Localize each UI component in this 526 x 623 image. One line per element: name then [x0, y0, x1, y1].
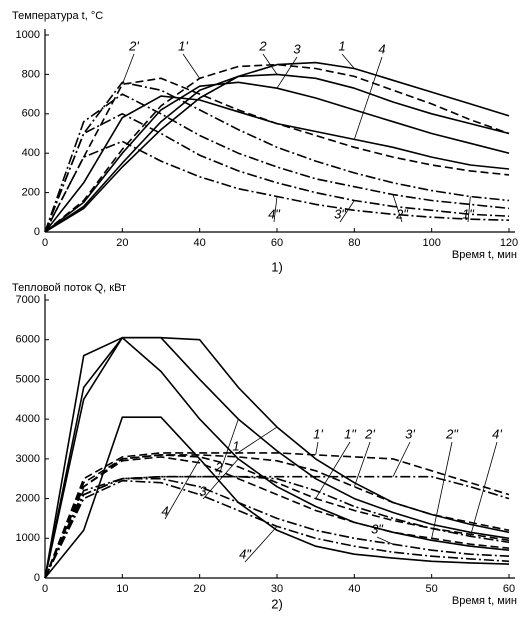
- leader-line: [392, 441, 411, 477]
- y-tick-label: 1000: [16, 532, 40, 544]
- leader-line: [182, 53, 200, 79]
- series-line: [44, 475, 510, 579]
- series-label: 2: [258, 38, 267, 53]
- series-line: [44, 452, 510, 579]
- leader-line: [218, 419, 239, 476]
- series-label: 2": [395, 206, 409, 221]
- leader-line: [467, 196, 471, 223]
- series-label: 3: [293, 41, 301, 56]
- y-tick-label: 5000: [16, 373, 40, 385]
- y-tick-label: 7000: [16, 294, 40, 306]
- series-line: [44, 140, 510, 233]
- chart-title: Тепловой поток Q, кВт: [12, 282, 126, 294]
- leader-line: [164, 458, 201, 520]
- series-label: 2': [364, 426, 375, 441]
- series-line: [44, 477, 510, 579]
- series-label: 4": [239, 546, 252, 561]
- x-tick-label: 50: [426, 583, 438, 595]
- series-label: 4': [492, 426, 502, 441]
- x-tick-label: 80: [348, 237, 360, 249]
- x-axis-label: Время t, мин: [452, 249, 517, 261]
- y-tick-label: 800: [22, 68, 40, 80]
- series-line: [44, 416, 510, 579]
- series-line: [44, 81, 510, 233]
- x-tick-label: 20: [194, 583, 206, 595]
- series-line: [44, 77, 510, 233]
- series-label: 4": [268, 206, 281, 221]
- series-label: 3": [371, 521, 384, 536]
- x-tick-label: 40: [194, 237, 206, 249]
- y-tick-label: 200: [22, 187, 40, 199]
- leader-line: [376, 536, 394, 545]
- series-label: 1": [344, 426, 357, 441]
- series-label: 3': [405, 426, 415, 441]
- series-line: [44, 336, 510, 579]
- y-tick-label: 6000: [16, 334, 40, 346]
- series-line: [44, 475, 510, 579]
- leader-line: [244, 526, 278, 563]
- y-tick-label: 2000: [16, 492, 40, 504]
- series-line: [44, 61, 510, 233]
- series-label: 4: [378, 41, 385, 56]
- series-line: [44, 456, 510, 579]
- y-tick-label: 0: [34, 572, 40, 584]
- leader-line: [431, 441, 453, 539]
- y-tick-label: 1000: [16, 29, 40, 41]
- x-tick-label: 60: [503, 583, 515, 595]
- series-line: [44, 81, 510, 233]
- leader-line: [121, 53, 135, 85]
- y-tick-label: 0: [34, 226, 40, 238]
- series-label: 4: [161, 503, 168, 518]
- y-tick-label: 400: [22, 147, 40, 159]
- leader-line: [341, 53, 355, 69]
- series-line: [44, 113, 510, 233]
- x-tick-label: 100: [422, 237, 440, 249]
- leader-line: [469, 441, 498, 537]
- x-tick-label: 20: [116, 237, 128, 249]
- x-tick-label: 40: [348, 583, 360, 595]
- leader-line: [392, 194, 403, 223]
- series-label: 1': [313, 426, 323, 441]
- leader-line: [353, 441, 371, 487]
- series-line: [44, 454, 510, 579]
- x-tick-label: 0: [42, 237, 48, 249]
- series-label: 2': [128, 38, 139, 53]
- series-line: [44, 63, 510, 233]
- leader-line: [235, 426, 278, 455]
- x-tick-label: 0: [42, 583, 48, 595]
- leader-line: [315, 441, 351, 499]
- caption: 2): [271, 596, 283, 611]
- x-tick-label: 120: [500, 237, 518, 249]
- leader-line: [315, 441, 319, 455]
- series-label: 1: [338, 38, 345, 53]
- leader-line: [273, 196, 278, 223]
- x-tick-label: 60: [271, 237, 283, 249]
- y-tick-label: 600: [22, 108, 40, 120]
- leader-line: [353, 56, 383, 140]
- x-axis-label: Время t, мин: [452, 595, 517, 607]
- x-tick-label: 10: [116, 583, 128, 595]
- series-label: 2: [214, 459, 223, 474]
- series-label: 2": [445, 426, 459, 441]
- caption: 1): [271, 259, 283, 274]
- series-label: 3: [199, 483, 207, 498]
- y-tick-label: 3000: [16, 453, 40, 465]
- chart-title: Температура t, °C: [12, 10, 103, 22]
- leader-line: [276, 56, 298, 89]
- series-label: 1': [178, 38, 188, 53]
- series-label: 3": [334, 206, 347, 221]
- leader-line: [339, 200, 355, 223]
- series-label: 1: [232, 438, 239, 453]
- x-tick-label: 30: [271, 583, 283, 595]
- y-tick-label: 4000: [16, 413, 40, 425]
- series-line: [44, 93, 510, 233]
